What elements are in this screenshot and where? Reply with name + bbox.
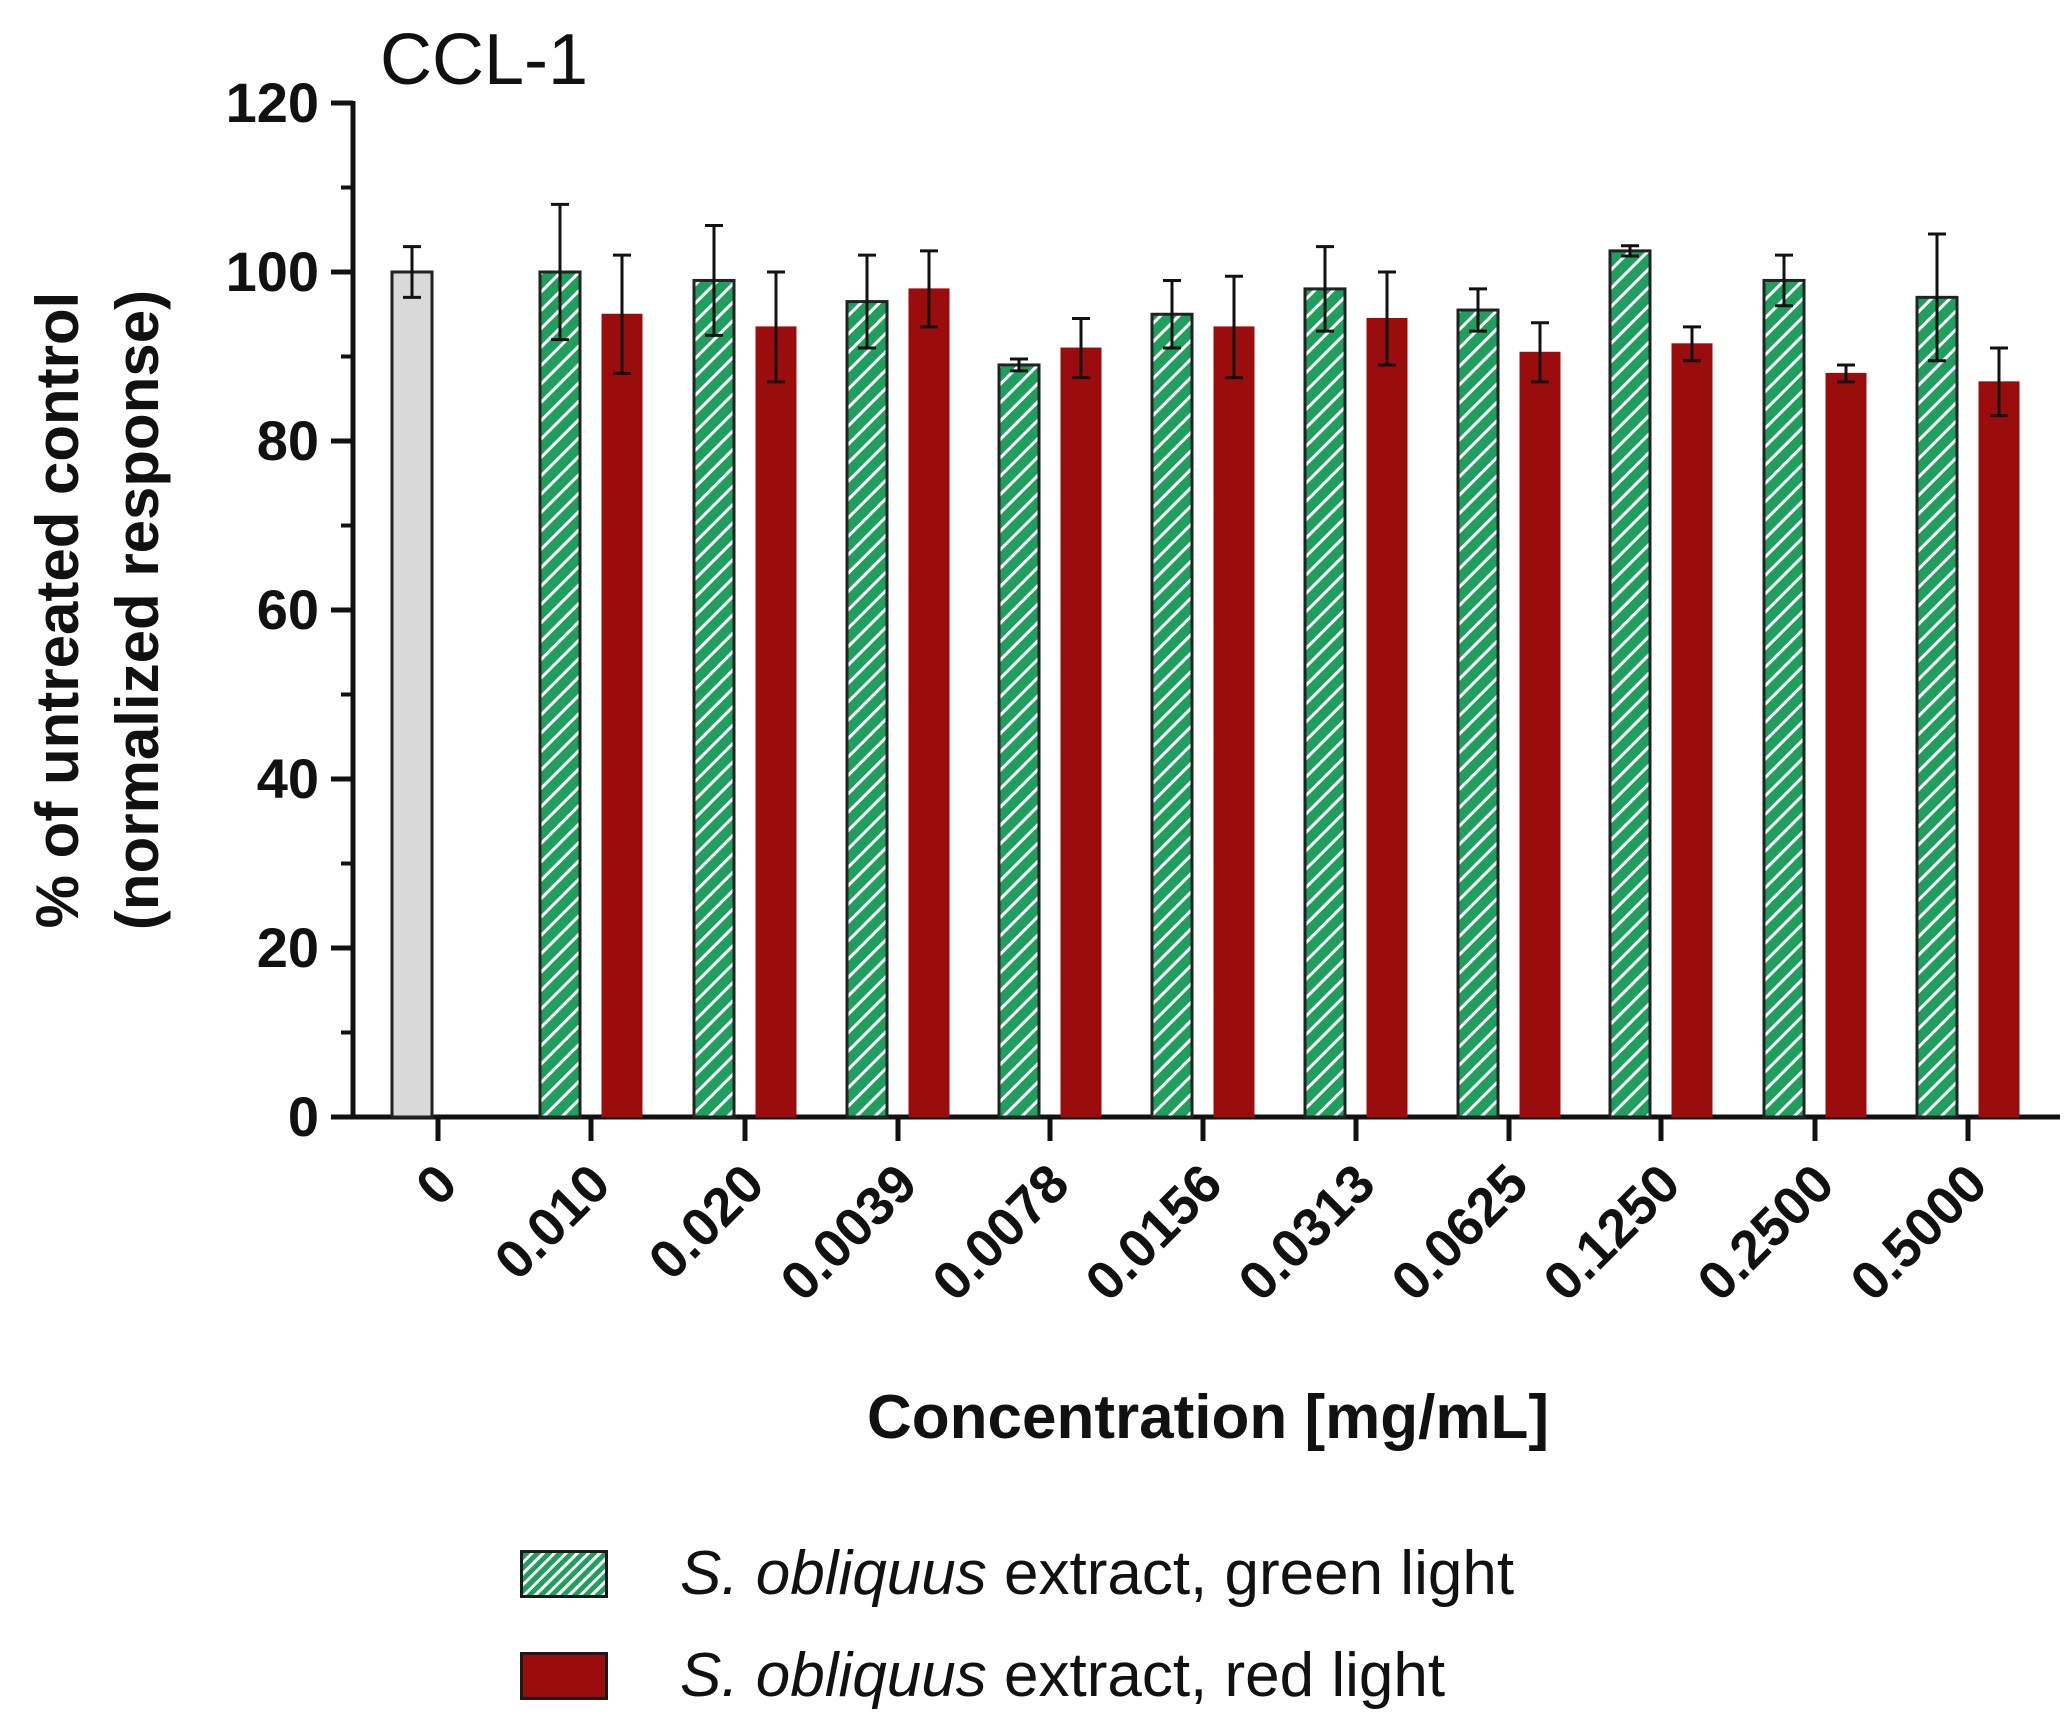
panel-label: CCL-1 <box>380 20 588 100</box>
bar-red-light <box>1519 351 1561 1118</box>
y-tick-label: 60 <box>257 578 319 641</box>
legend-label-green: S. obliquus extract, green light <box>680 1539 1515 1608</box>
y-tick-label: 40 <box>257 747 319 810</box>
bar-red-light <box>908 288 950 1118</box>
bar-green-light <box>1303 287 1347 1119</box>
bar-green-light <box>1456 308 1500 1119</box>
x-tick-label: 0.0156 <box>1074 1153 1233 1312</box>
legend-swatch-green <box>520 1549 608 1598</box>
bar-green-light <box>1915 295 1959 1119</box>
x-tick-label: 0.0313 <box>1227 1153 1386 1312</box>
legend-label-red: S. obliquus extract, red light <box>680 1641 1446 1710</box>
x-axis-title: Concentration [mg/mL] <box>867 1383 1549 1452</box>
y-tick-label: 80 <box>257 409 319 472</box>
bar-green-light <box>1608 249 1652 1119</box>
bar-control <box>390 270 434 1119</box>
bar-red-light <box>1671 343 1713 1118</box>
bar-red-light <box>1366 317 1408 1118</box>
y-tick-label: 0 <box>288 1085 319 1148</box>
bar-green-light <box>692 278 736 1119</box>
x-tick-label: 0.5000 <box>1839 1153 1998 1312</box>
bar-green-light <box>1762 278 1806 1119</box>
bar-green-light <box>997 363 1041 1119</box>
x-tick-label: 0.0039 <box>769 1153 928 1312</box>
y-axis-title-line2: (normalized response) <box>104 290 171 930</box>
bar-red-light <box>601 313 643 1118</box>
legend-swatch-red <box>520 1651 608 1700</box>
x-tick-label: 0.1250 <box>1532 1153 1691 1312</box>
bar-red-light <box>1213 326 1255 1118</box>
bar-green-light <box>1150 312 1194 1119</box>
bar-red-light <box>1978 381 2020 1118</box>
bar-green-light <box>538 270 582 1119</box>
x-tick-label: 0.010 <box>484 1153 622 1291</box>
bar-red-light <box>1825 372 1867 1118</box>
y-axis-title-line1: % of untreated control <box>24 292 91 929</box>
bar-red-light <box>755 326 797 1118</box>
legend-item-green: S. obliquus extract, green light <box>520 1538 1514 1609</box>
x-tick-label: 0.0625 <box>1380 1153 1539 1312</box>
x-tick-label: 0.2500 <box>1686 1153 1845 1312</box>
y-tick-label: 120 <box>226 71 319 134</box>
x-tick-label: 0 <box>405 1153 469 1217</box>
x-tick-label: 0.0078 <box>921 1153 1080 1312</box>
x-tick-label: 0.020 <box>638 1153 776 1291</box>
bar-green-light <box>845 300 889 1119</box>
y-tick-label: 100 <box>226 240 319 303</box>
y-tick-label: 20 <box>257 916 319 979</box>
bar-red-light <box>1060 347 1102 1118</box>
legend-item-red: S. obliquus extract, red light <box>520 1640 1445 1711</box>
